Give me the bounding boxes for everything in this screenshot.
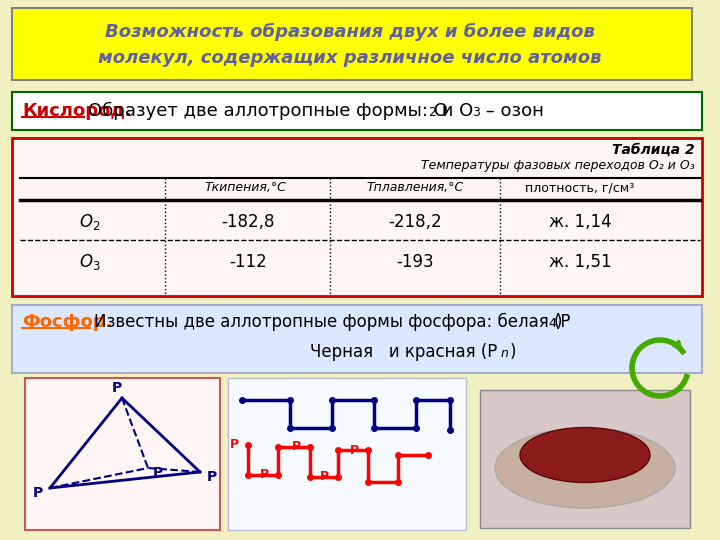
FancyBboxPatch shape — [228, 378, 466, 530]
Text: -112: -112 — [229, 253, 267, 271]
Text: Образует две аллотропные формы: O: Образует две аллотропные формы: O — [88, 102, 448, 120]
Text: P: P — [207, 470, 217, 484]
Text: молекул, содержащих различное число атомов: молекул, содержащих различное число атом… — [98, 49, 602, 67]
Text: Фосфор.: Фосфор. — [22, 313, 112, 331]
FancyBboxPatch shape — [12, 92, 702, 130]
Text: -218,2: -218,2 — [388, 213, 442, 231]
Ellipse shape — [520, 428, 650, 483]
Text: 4: 4 — [548, 317, 556, 330]
Text: Кислород.: Кислород. — [22, 102, 132, 120]
Text: P: P — [33, 486, 43, 500]
Text: 2: 2 — [428, 106, 436, 119]
Text: Известны две аллотропные формы фосфора: белая (Р: Известны две аллотропные формы фосфора: … — [94, 313, 570, 331]
FancyBboxPatch shape — [480, 390, 690, 528]
Text: 3: 3 — [472, 106, 480, 119]
Text: ж. 1,14: ж. 1,14 — [549, 213, 611, 231]
Text: плотность, г/см³: плотность, г/см³ — [526, 181, 634, 194]
FancyBboxPatch shape — [12, 305, 702, 373]
Text: – озон: – озон — [480, 102, 544, 120]
FancyBboxPatch shape — [12, 138, 702, 296]
FancyBboxPatch shape — [25, 378, 220, 530]
Text: P: P — [259, 469, 269, 482]
Text: P: P — [320, 470, 328, 483]
Text: P: P — [230, 438, 238, 451]
Text: P: P — [349, 443, 359, 456]
Text: P: P — [112, 381, 122, 395]
Text: $O_3$: $O_3$ — [79, 252, 101, 272]
Text: P: P — [153, 466, 163, 480]
Text: P: P — [292, 441, 300, 454]
Text: ): ) — [556, 313, 562, 331]
Text: ): ) — [510, 343, 516, 361]
Text: Возможность образования двух и более видов: Возможность образования двух и более вид… — [105, 23, 595, 41]
Text: ж. 1,51: ж. 1,51 — [549, 253, 611, 271]
Text: n: n — [501, 347, 509, 360]
Text: Таблица 2: Таблица 2 — [613, 143, 695, 157]
Text: Tкипения,°C: Tкипения,°C — [204, 181, 286, 194]
Text: -193: -193 — [396, 253, 434, 271]
Text: Температуры фазовых переходов O₂ и O₃: Температуры фазовых переходов O₂ и O₃ — [421, 159, 695, 172]
FancyBboxPatch shape — [12, 8, 692, 80]
Text: и O: и O — [436, 102, 473, 120]
Text: Tплавления,°C: Tплавления,°C — [366, 181, 464, 194]
Text: $O_2$: $O_2$ — [79, 212, 101, 232]
Text: Черная   и красная (Р: Черная и красная (Р — [310, 343, 498, 361]
Ellipse shape — [495, 428, 675, 508]
Text: -182,8: -182,8 — [221, 213, 275, 231]
